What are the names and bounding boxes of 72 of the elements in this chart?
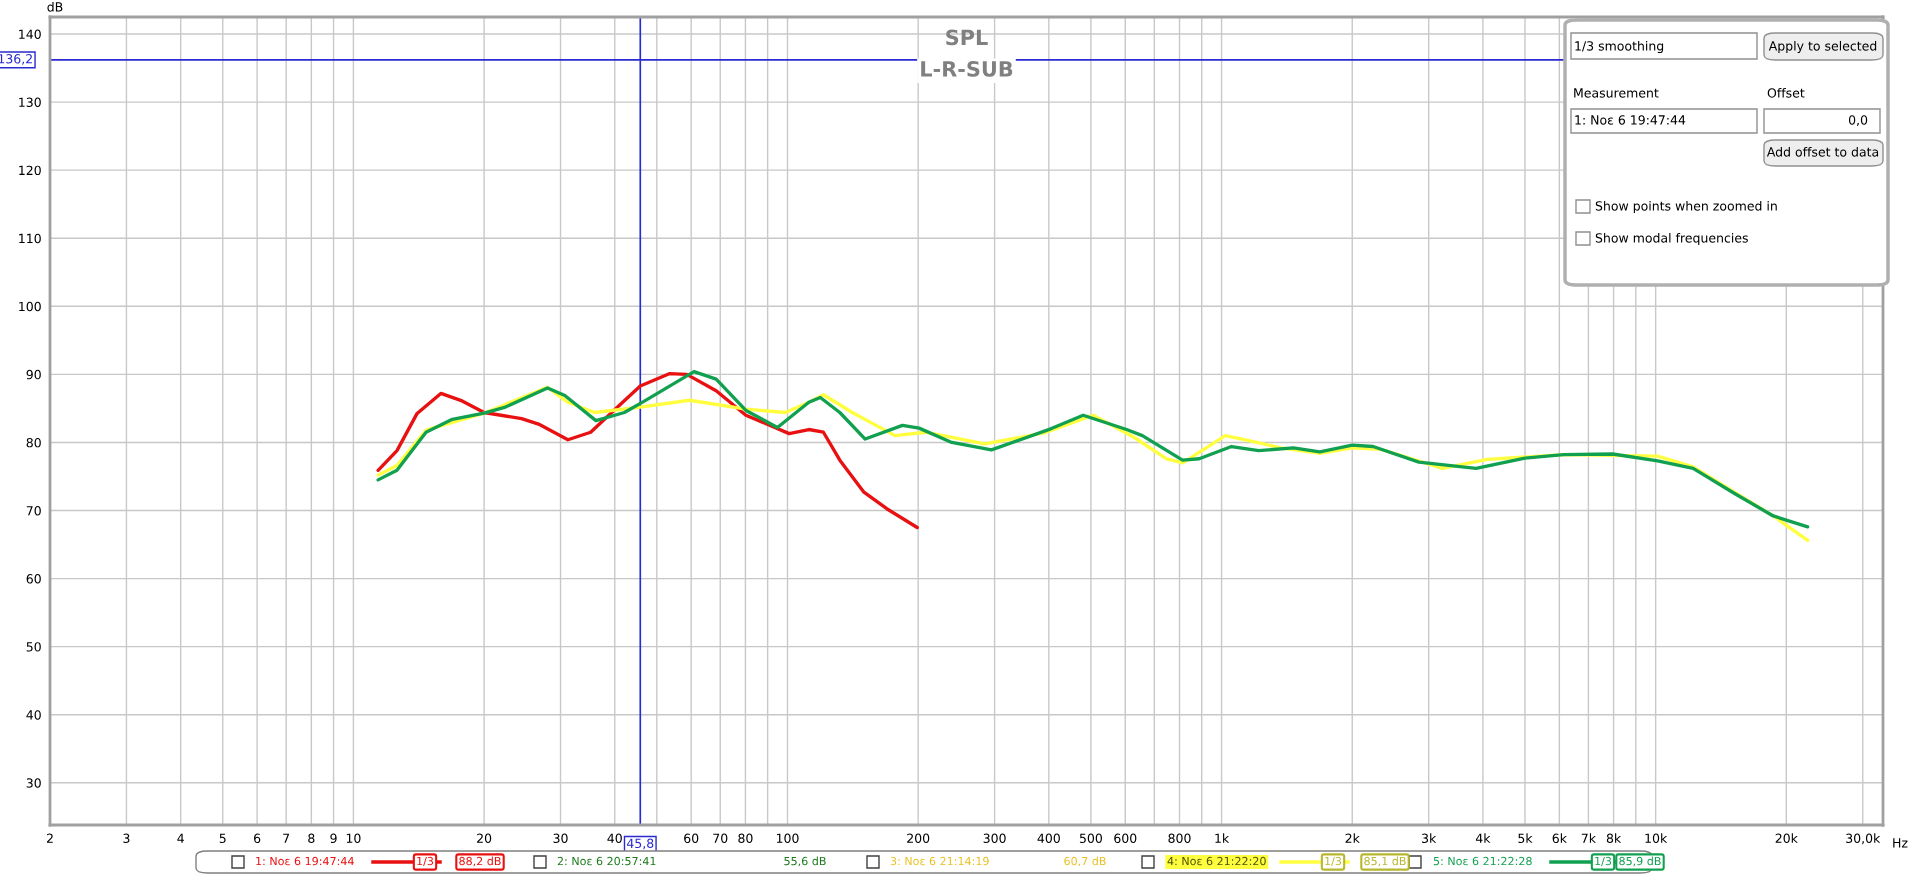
annotation: 1: Νοε 6 19:47:44 <box>1575 115 1686 125</box>
annotation: 0,0 <box>1848 115 1868 126</box>
ref-line-label: 45,8 <box>626 838 654 850</box>
y-tick-label: 90 <box>26 369 41 380</box>
x-tick-label: 400 <box>1037 833 1060 844</box>
x-tick-label: 30 <box>553 833 568 844</box>
text: 1/3 <box>1325 856 1342 867</box>
x-tick-label: 300 <box>983 833 1006 844</box>
x-tick-label: 70 <box>713 833 728 844</box>
x-tick-label: 7k <box>1581 833 1596 843</box>
annotation: Measurement <box>1574 88 1659 98</box>
annotation: Show points when zoomed in <box>1595 200 1777 214</box>
text: 5: Νοε 6 21:22:28 <box>1433 856 1532 866</box>
x-tick-label: 3k <box>1422 833 1437 844</box>
x-tick-label: 3 <box>123 833 130 844</box>
y-tick-label: 140 <box>19 29 41 39</box>
x-tick-label: 4k <box>1475 833 1491 843</box>
text: 4: Νοε 6 21:22:20 <box>1167 856 1266 866</box>
x-tick-label: 10k <box>1645 833 1668 844</box>
x-tick-label: 600 <box>1114 833 1137 844</box>
text: 1/3 <box>417 856 434 867</box>
y-tick-label: 80 <box>26 437 41 448</box>
x-tick-label: 100 <box>776 833 799 844</box>
x-tick-label: 1k <box>1215 833 1230 843</box>
annotation: Offset <box>1767 87 1805 98</box>
chart-title: SPL <box>946 29 988 46</box>
x-tick-label: 40 <box>607 833 622 844</box>
x-tick-label: 20k <box>1775 833 1798 844</box>
text: L-R-SUB <box>921 61 1013 77</box>
x-tick-label: 30,0k <box>1846 833 1881 845</box>
y-tick-label: 120 <box>19 165 41 176</box>
x-tick-label: 8k <box>1606 833 1622 844</box>
x-tick-label: 5k <box>1518 833 1533 844</box>
y-tick-label: 130 <box>19 97 41 108</box>
x-tick-label: 80 <box>738 833 753 844</box>
x-tick-label: 800 <box>1168 833 1191 844</box>
x-tick-label: 500 <box>1079 833 1102 844</box>
x-tick-label: 2k <box>1345 833 1360 843</box>
text: 85,9 dB <box>1619 856 1661 867</box>
x-tick-label: 6k <box>1552 833 1567 844</box>
y-tick-label: 110 <box>19 233 41 244</box>
x-tick-label: 4 <box>177 833 184 843</box>
y-tick-label: 100 <box>19 301 41 312</box>
y-tick-label: 50 <box>26 642 41 652</box>
text: 88,2 dB <box>459 856 501 867</box>
x-tick-label: 2 <box>46 833 53 843</box>
x-tick-label: 7 <box>283 833 290 843</box>
text: 2: Νοε 6 20:57:41 <box>557 856 656 866</box>
x-tick-label: 9 <box>330 833 337 844</box>
text: 60,7 dB <box>1064 856 1106 867</box>
x-axis-title: Hz <box>1893 838 1908 848</box>
annotation: Show modal frequencies <box>1595 232 1748 246</box>
annotation: Add offset to data <box>1766 146 1879 157</box>
annotation: 1/3 smoothing <box>1575 40 1664 54</box>
text: 55,6 dB <box>784 856 826 867</box>
x-tick-label: 8 <box>308 833 315 844</box>
x-tick-label: 60 <box>684 833 699 844</box>
text: 85,1 dB <box>1364 856 1406 867</box>
x-tick-label: 6 <box>254 833 261 844</box>
x-tick-label: 20 <box>477 833 492 844</box>
x-tick-label: 10 <box>346 833 361 844</box>
y-tick-label: 70 <box>26 505 41 516</box>
y-tick-label: 40 <box>26 710 41 720</box>
text: 1/3 <box>1595 856 1612 867</box>
y-tick-label: 60 <box>26 574 41 584</box>
text: 1: Νοε 6 19:47:44 <box>256 856 354 866</box>
annotation: Apply to selected <box>1768 40 1877 54</box>
y-axis-title: dB <box>47 1 63 12</box>
x-tick-label: 200 <box>907 833 930 844</box>
text: 3: Νοε 6 21:14:19 <box>890 856 989 866</box>
x-tick-label: 5 <box>219 833 226 844</box>
y-tick-label: 30 <box>26 778 41 788</box>
